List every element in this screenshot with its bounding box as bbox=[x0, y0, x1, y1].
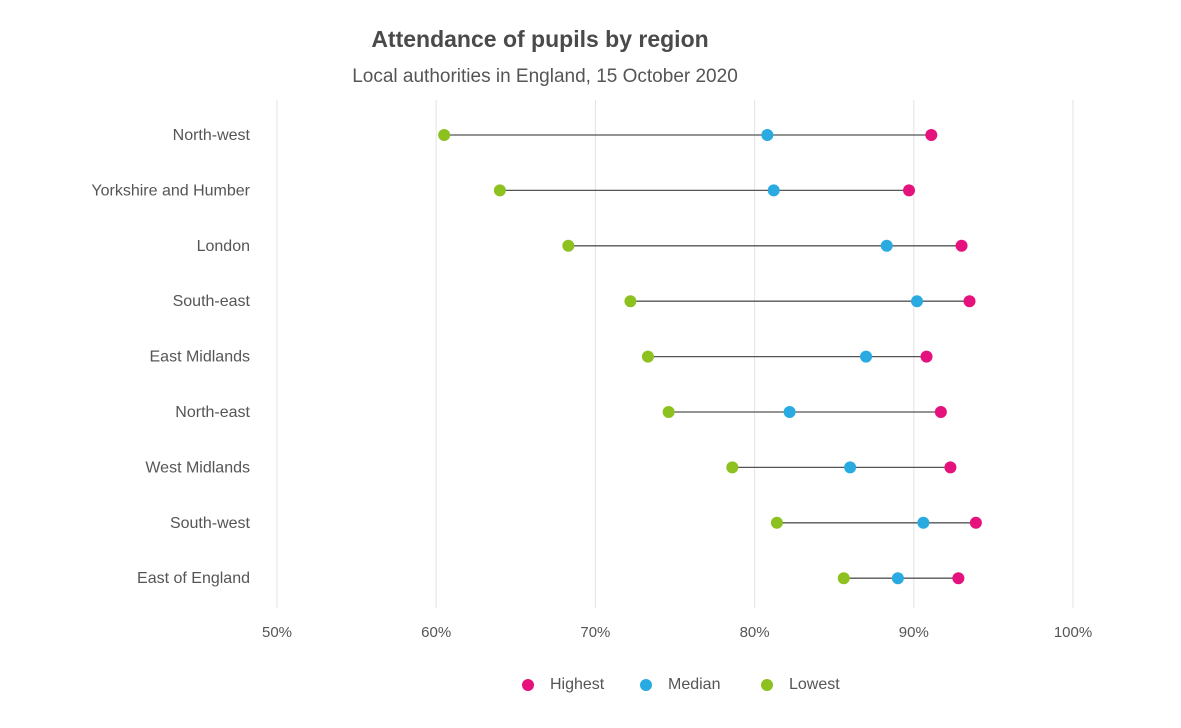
category-label: West Midlands bbox=[145, 459, 250, 476]
chart-title: Attendance of pupils by region bbox=[371, 26, 709, 52]
legend-label-highest: Highest bbox=[550, 676, 605, 693]
legend: Highest Median Lowest bbox=[0, 673, 1181, 699]
x-tick-label: 100% bbox=[1054, 624, 1092, 641]
point-lowest bbox=[726, 461, 739, 474]
legend-item-highest: Highest bbox=[522, 673, 604, 697]
category-label: East of England bbox=[137, 570, 250, 587]
point-median bbox=[783, 406, 796, 418]
category-label: London bbox=[197, 238, 250, 255]
category-label: North-west bbox=[173, 127, 251, 144]
x-tick-label: 90% bbox=[899, 624, 929, 641]
point-median bbox=[891, 572, 904, 585]
point-lowest bbox=[837, 572, 850, 585]
legend-label-median: Median bbox=[668, 676, 721, 693]
legend-item-median: Median bbox=[640, 673, 720, 697]
category-label: South-east bbox=[173, 293, 251, 310]
point-lowest bbox=[770, 516, 783, 529]
point-highest bbox=[963, 295, 976, 308]
point-highest bbox=[920, 350, 933, 363]
point-median bbox=[844, 461, 857, 474]
point-median bbox=[917, 516, 930, 529]
point-lowest bbox=[641, 350, 654, 363]
point-highest bbox=[955, 239, 968, 252]
point-highest bbox=[934, 406, 947, 418]
point-lowest bbox=[438, 129, 451, 141]
x-tick-label: 60% bbox=[421, 624, 451, 641]
legend-swatch-lowest bbox=[761, 679, 773, 691]
point-highest bbox=[969, 516, 982, 529]
point-lowest bbox=[662, 406, 675, 418]
legend-swatch-highest bbox=[522, 679, 534, 691]
point-highest bbox=[925, 129, 938, 141]
point-lowest bbox=[562, 239, 575, 252]
point-median bbox=[767, 184, 780, 197]
legend-item-lowest: Lowest bbox=[761, 673, 840, 697]
point-highest bbox=[944, 461, 957, 474]
point-lowest bbox=[493, 184, 506, 197]
point-median bbox=[910, 295, 923, 308]
category-label: North-east bbox=[175, 404, 250, 421]
point-median bbox=[860, 350, 873, 363]
point-lowest bbox=[624, 295, 637, 308]
category-label: South-west bbox=[170, 515, 251, 532]
x-tick-label: 50% bbox=[262, 624, 292, 641]
x-tick-label: 80% bbox=[740, 624, 770, 641]
point-median bbox=[880, 239, 893, 252]
point-highest bbox=[952, 572, 965, 585]
category-label: East Midlands bbox=[150, 349, 251, 366]
point-median bbox=[761, 129, 774, 141]
legend-label-lowest: Lowest bbox=[789, 676, 840, 693]
legend-swatch-median bbox=[640, 679, 652, 691]
category-label: Yorkshire and Humber bbox=[91, 182, 250, 199]
x-tick-label: 70% bbox=[580, 624, 610, 641]
chart-subtitle: Local authorities in England, 15 October… bbox=[352, 66, 738, 87]
point-highest bbox=[903, 184, 916, 197]
